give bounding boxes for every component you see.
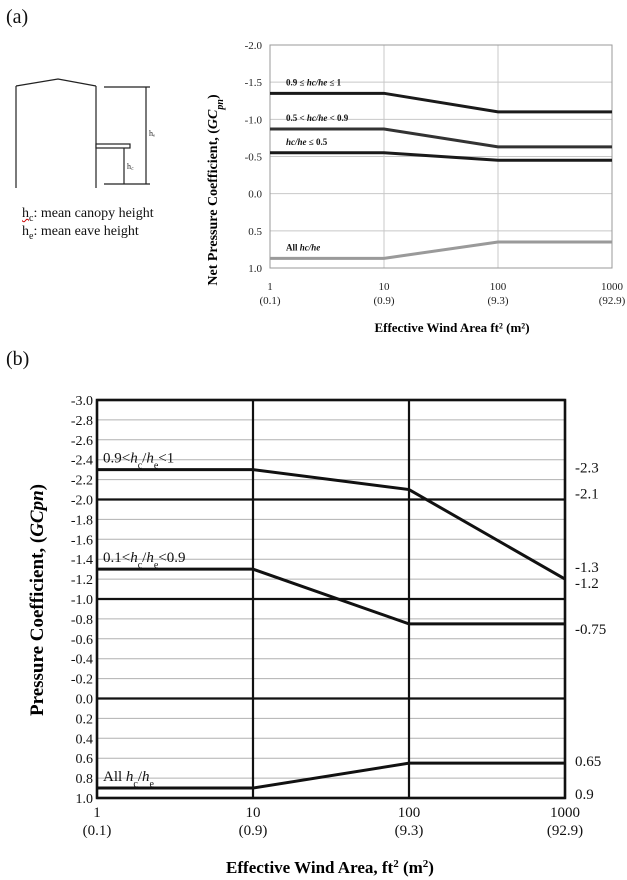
chart-b-y-tick-label: -1.4: [71, 553, 93, 568]
chart-a-x-tick-metric: (9.3): [487, 295, 508, 307]
chart-b-y-tick-label: -1.8: [71, 513, 93, 528]
chart-b-y-tick-label: -1.2: [71, 573, 93, 588]
chart-b-y-tick-label: -0.4: [71, 653, 93, 668]
chart-a-series-line: [270, 91, 612, 114]
chart-b-value-label: -0.75: [575, 622, 606, 638]
chart-b-y-tick-label: 0.2: [76, 712, 94, 727]
chart-b-x-tick-metric: (0.9): [239, 823, 268, 839]
chart-a-y-tick-label: -1.0: [245, 114, 263, 126]
chart-a-x-tick-label: 1000: [601, 281, 624, 293]
chart-a-y-tick-label: 1.0: [248, 263, 262, 275]
chart-b-value-label: -1.2: [575, 576, 599, 592]
chart-b-x-tick-label: 1: [93, 805, 101, 821]
roof-outline: [15, 78, 97, 87]
chart-b-value-label: 0.9: [575, 787, 594, 803]
chart-b-y-tick-label: -2.6: [71, 434, 93, 449]
chart-b-x-tick-label: 1000: [550, 805, 580, 821]
chart-a-x-tick-metric: (0.1): [259, 295, 280, 307]
chart-b-series-label: 0.9<hc/he<1: [103, 451, 174, 472]
canopy: [95, 143, 131, 149]
chart-b-y-tick-label: 0.8: [76, 772, 94, 787]
chart-a-x-tick-metric: (92.9): [599, 295, 626, 307]
canopy-height-mark: h꜀: [127, 162, 134, 171]
chart-b-y-tick-label: 1.0: [76, 792, 94, 807]
chart-a-frame: [269, 44, 613, 269]
chart-a-x-tick-label: 10: [379, 281, 391, 293]
chart-a-series-line: [270, 151, 612, 162]
chart-b-series-line: [97, 567, 565, 626]
chart-b-value-label: -2.1: [575, 487, 599, 503]
chart-b-y-tick-label: -1.0: [71, 593, 93, 608]
chart-b: Pressure Coefficient, (GCpn) Effective W…: [27, 394, 606, 877]
chart-b-x-tick-label: 10: [246, 805, 261, 821]
chart-b-frame: [95, 398, 567, 800]
note-subscript: c: [29, 212, 34, 224]
chart-b-y-tick-label: -1.6: [71, 533, 93, 548]
chart-b-series-label: 0.1<hc/he<0.9: [103, 550, 186, 571]
canopy-sketch: hₑ h꜀: [15, 78, 155, 188]
chart-b-x-tick-metric: (9.3): [395, 823, 424, 839]
chart-b-y-tick-label: -0.8: [71, 613, 93, 628]
chart-b-ylabel: Pressure Coefficient, (GCpn): [27, 484, 48, 716]
chart-a-x-tick-label: 100: [490, 281, 507, 293]
chart-b-series-label: All hc/he: [103, 769, 155, 790]
chart-b-y-tick-label: -2.8: [71, 414, 93, 429]
chart-b-y-tick-label: 0.4: [76, 732, 94, 747]
chart-a-y-tick-label: -0.5: [245, 152, 263, 164]
panel-a-label: (a): [6, 6, 29, 28]
chart-a-x-tick-label: 1: [267, 281, 273, 293]
chart-a-ylabel: Net Pressure Coefficient, (GCpn): [206, 94, 226, 286]
chart-b-y-tick-label: -2.2: [71, 474, 93, 489]
chart-b-y-tick-label: -0.2: [71, 673, 93, 688]
chart-b-y-tick-label: -3.0: [71, 394, 93, 409]
chart-b-y-tick-label: 0.0: [76, 693, 94, 708]
chart-b-series-line: [97, 761, 565, 790]
eave-height-mark: hₑ: [149, 129, 155, 138]
chart-a-series-label: 0.5 < hc/he < 0.9: [286, 113, 349, 123]
note-symbol: h: [22, 206, 29, 221]
chart-a-series-line: [270, 127, 612, 149]
chart-a-y-tick-label: 0.5: [248, 226, 262, 238]
panel-b-label: (b): [6, 348, 30, 370]
chart-b-y-tick-label: -2.0: [71, 494, 93, 509]
chart-a-x-tick-metric: (0.9): [373, 295, 394, 307]
chart-a-xlabel: Effective Wind Area ft² (m²): [374, 320, 529, 335]
note-symbol: h: [22, 224, 29, 239]
note-text: mean canopy height: [37, 206, 154, 221]
eave-height-note: he: mean eave height: [22, 224, 139, 242]
chart-a-y-tick-label: 0.0: [248, 189, 262, 201]
chart-a-series-label: All hc/he: [286, 242, 320, 252]
note-subscript: e: [29, 230, 34, 242]
chart-b-y-tick-label: 0.6: [76, 752, 94, 767]
chart-a-y-tick-label: -2.0: [245, 40, 263, 52]
chart-a-series-label: 0.9 ≤ hc/he ≤ 1: [286, 77, 342, 87]
chart-b-y-tick-label: -0.6: [71, 633, 93, 648]
note-text: mean eave height: [37, 224, 139, 239]
chart-b-xlabel: Effective Wind Area, ft2 (m2): [226, 858, 434, 877]
chart-b-value-label: 0.65: [575, 754, 601, 770]
chart-a-y-tick-label: -1.5: [245, 77, 263, 89]
chart-b-y-tick-label: -2.4: [71, 454, 93, 469]
chart-a-series-line: [270, 240, 612, 260]
chart-b-x-tick-label: 100: [398, 805, 421, 821]
chart-b-value-label: -2.3: [575, 461, 599, 477]
chart-b-x-tick-metric: (0.1): [83, 823, 112, 839]
chart-a-series-label: hc/he ≤ 0.5: [286, 137, 328, 147]
chart-a: Net Pressure Coefficient, (GCpn) Effecti…: [206, 40, 626, 335]
chart-b-series-line: [97, 468, 566, 581]
canopy-height-note: hc: mean canopy height: [22, 206, 154, 224]
chart-b-value-label: -1.3: [575, 560, 599, 576]
chart-b-x-tick-metric: (92.9): [547, 823, 583, 839]
